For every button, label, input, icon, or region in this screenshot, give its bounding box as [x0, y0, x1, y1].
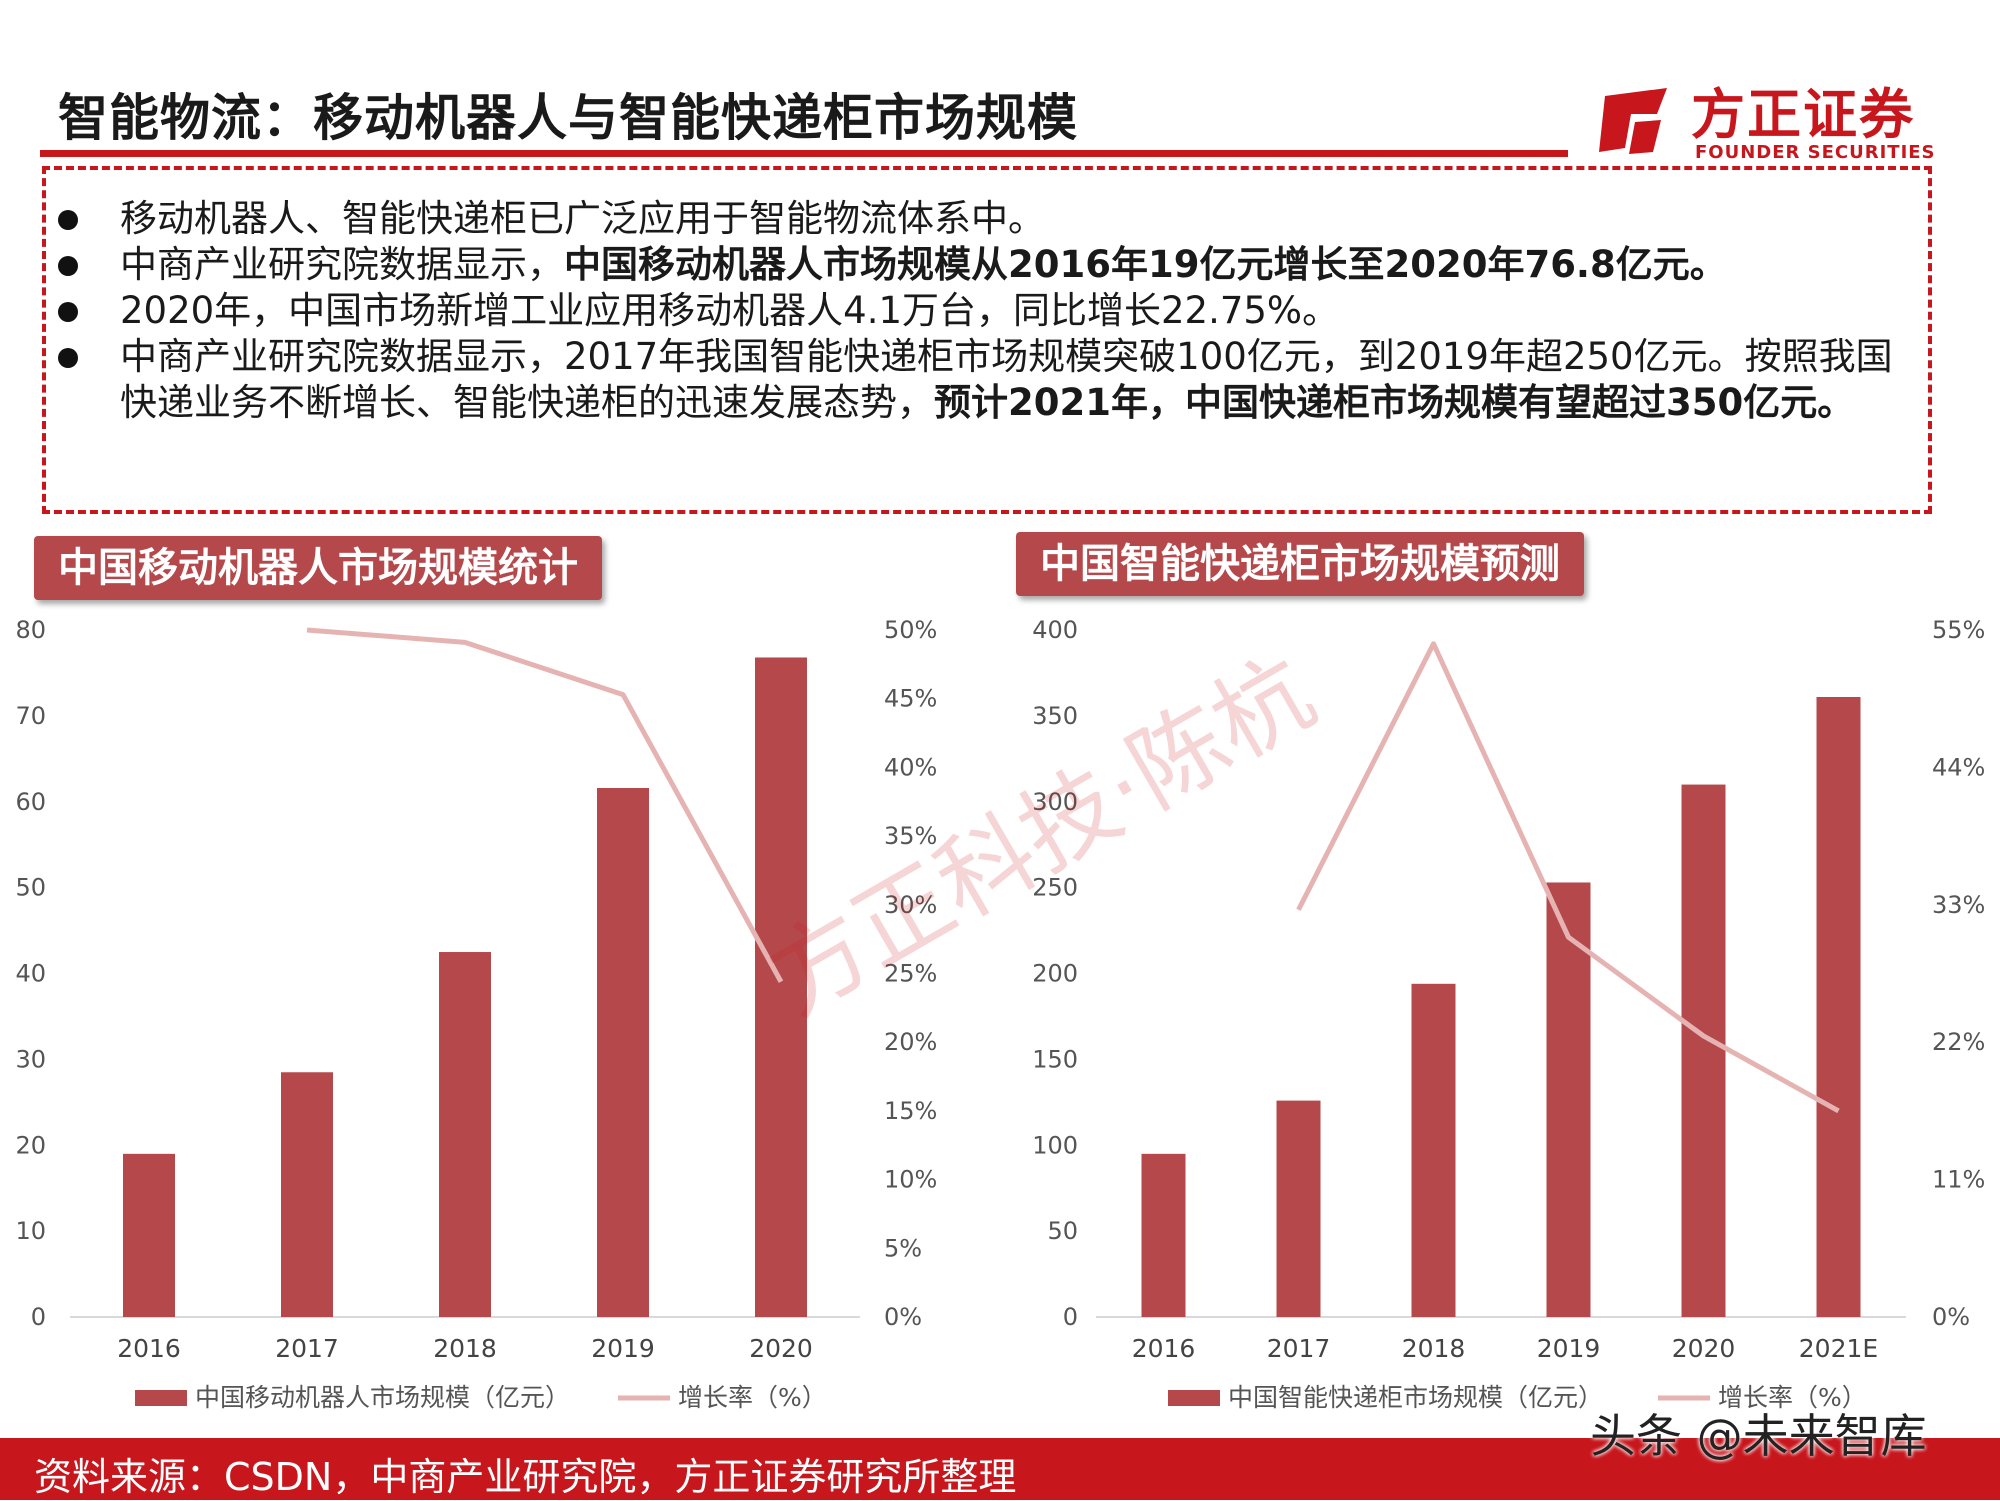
logo-text-cn: 方正证券 — [1691, 70, 1915, 149]
y-left-tick-label: 10 — [15, 1217, 46, 1245]
bullet-text: 移动机器人、智能快递柜已广泛应用于智能物流体系中。 — [120, 197, 1045, 240]
legend-bar-label: 中国智能快递柜市场规模（亿元） — [1228, 1383, 1603, 1412]
bullet-icon — [58, 256, 78, 276]
y-left-tick-label: 30 — [15, 1045, 46, 1073]
y-right-tick-label: 15% — [884, 1097, 937, 1125]
y-left-tick-label: 80 — [15, 616, 46, 644]
list-item: 移动机器人、智能快递柜已广泛应用于智能物流体系中。 — [58, 196, 1918, 242]
legend-line-label: 增长率（%） — [678, 1383, 827, 1412]
y-right-tick-label: 11% — [1932, 1166, 1985, 1194]
y-right-tick-label: 0% — [1932, 1303, 1970, 1331]
y-right-tick-label: 55% — [1932, 616, 1985, 644]
bullet-icon — [58, 302, 78, 322]
y-right-tick-label: 22% — [1932, 1028, 1985, 1056]
chart-bar — [1277, 1101, 1321, 1317]
legend-bar-swatch — [135, 1390, 187, 1406]
chart-bar — [1412, 984, 1456, 1317]
chart-bar — [1682, 785, 1726, 1317]
y-left-tick-label: 40 — [15, 960, 46, 988]
bullet-icon — [58, 210, 78, 230]
x-tick-label: 2016 — [117, 1334, 181, 1363]
y-left-tick-label: 100 — [1032, 1131, 1078, 1159]
x-tick-label: 2018 — [433, 1334, 497, 1363]
chart-bar — [597, 788, 649, 1317]
x-tick-label: 2019 — [1537, 1334, 1601, 1363]
y-right-tick-label: 0% — [884, 1303, 922, 1331]
x-tick-label: 2020 — [749, 1334, 813, 1363]
bullet-icon — [58, 348, 78, 368]
y-right-tick-label: 10% — [884, 1166, 937, 1194]
y-right-tick-label: 40% — [884, 753, 937, 781]
y-left-tick-label: 350 — [1032, 702, 1078, 730]
y-left-tick-label: 150 — [1032, 1045, 1078, 1073]
source-note: 资料来源：CSDN，中商产业研究院，方正证券研究所整理 — [34, 1446, 1016, 1501]
x-tick-label: 2020 — [1672, 1334, 1736, 1363]
y-left-tick-label: 50 — [15, 874, 46, 902]
y-left-tick-label: 50 — [1047, 1217, 1078, 1245]
legend-bar-swatch — [1168, 1390, 1220, 1406]
y-left-tick-label: 60 — [15, 788, 46, 816]
bullet-text: 2020年，中国市场新增工业应用移动机器人4.1万台，同比增长22.75%。 — [120, 289, 1339, 332]
x-tick-label: 2017 — [1267, 1334, 1331, 1363]
y-right-tick-label: 5% — [884, 1234, 922, 1262]
bullet-text: 中商产业研究院数据显示， — [120, 243, 564, 286]
legend-bar-label: 中国移动机器人市场规模（亿元） — [195, 1383, 570, 1412]
y-left-tick-label: 0 — [1063, 1303, 1078, 1331]
chart-bar — [1817, 697, 1861, 1317]
x-tick-label: 2021E — [1799, 1334, 1878, 1363]
y-left-tick-label: 0 — [31, 1303, 46, 1331]
founder-logo-icon — [1595, 78, 1677, 160]
chart-bar — [281, 1072, 333, 1317]
y-left-tick-label: 20 — [15, 1131, 46, 1159]
page-title: 智能物流：移动机器人与智能快递柜市场规模 — [58, 78, 1078, 150]
y-right-tick-label: 20% — [884, 1028, 937, 1056]
bullet-bold-text: 中国移动机器人市场规模从2016年19亿元增长至2020年76.8亿元。 — [564, 243, 1727, 286]
toutiao-watermark: 头条 @未来智库 — [1590, 1400, 1927, 1466]
y-left-tick-label: 200 — [1032, 960, 1078, 988]
growth-rate-line — [307, 630, 781, 982]
right-chart-title: 中国智能快递柜市场规模预测 — [1016, 532, 1584, 596]
bullet-bold-text: 预计2021年，中国快递柜市场规模有望超过350亿元。 — [934, 381, 1854, 424]
y-right-tick-label: 45% — [884, 685, 937, 713]
list-item: 2020年，中国市场新增工业应用移动机器人4.1万台，同比增长22.75%。 — [58, 288, 1918, 334]
x-tick-label: 2017 — [275, 1334, 339, 1363]
chart-bar — [123, 1154, 175, 1317]
logo-text-en: FOUNDER SECURITIES — [1695, 142, 1936, 163]
x-tick-label: 2016 — [1132, 1334, 1196, 1363]
y-left-tick-label: 70 — [15, 702, 46, 730]
key-points-list: 移动机器人、智能快递柜已广泛应用于智能物流体系中。 中商产业研究院数据显示，中国… — [58, 196, 1918, 426]
title-divider — [40, 150, 1568, 157]
list-item: 中商产业研究院数据显示，中国移动机器人市场规模从2016年19亿元增长至2020… — [58, 242, 1918, 288]
y-left-tick-label: 400 — [1032, 616, 1078, 644]
left-chart-title: 中国移动机器人市场规模统计 — [34, 536, 602, 600]
chart-bar — [1142, 1154, 1186, 1317]
list-item: 中商产业研究院数据显示，2017年我国智能快递柜市场规模突破100亿元，到201… — [58, 334, 1918, 426]
brand-logo: 方正证券 FOUNDER SECURITIES — [1595, 70, 1935, 170]
y-right-tick-label: 50% — [884, 616, 937, 644]
y-right-tick-label: 44% — [1932, 753, 1985, 781]
chart-bar — [439, 952, 491, 1317]
y-right-tick-label: 33% — [1932, 891, 1985, 919]
x-tick-label: 2018 — [1402, 1334, 1466, 1363]
x-tick-label: 2019 — [591, 1334, 655, 1363]
